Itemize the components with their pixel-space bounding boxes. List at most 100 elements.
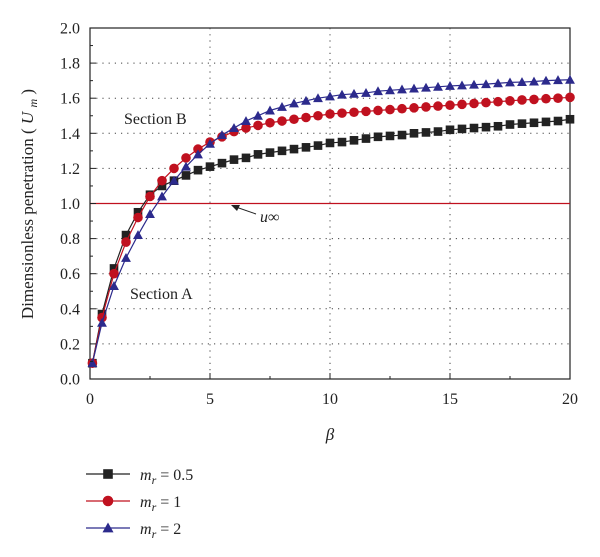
series-0-point-18 [301, 143, 311, 152]
series-0-point-27 [409, 129, 419, 138]
y-tick-label-8: 1.6 [60, 91, 80, 108]
series-0-point-24 [373, 132, 383, 142]
series-1-point-30 [445, 100, 455, 111]
series-1-point-25 [385, 104, 395, 115]
axis-ticks [89, 27, 571, 380]
series-1-point-39 [553, 93, 563, 103]
series-2-point-27 [409, 83, 419, 93]
series-0-point-36 [517, 119, 527, 128]
series-0-point-28 [421, 128, 431, 137]
series-2-point-0 [87, 358, 98, 368]
series-1-point-17 [289, 114, 299, 125]
legend-label-1: mr = 1 [140, 494, 181, 514]
series-2-point-24 [373, 86, 383, 96]
y-axis-title-symbol-sub: m [26, 99, 40, 108]
x-tick-label-3: 15 [442, 391, 458, 408]
legend-label-val-1: = 1 [156, 494, 181, 511]
series-1-point-37 [529, 94, 539, 105]
series-0-point-12 [229, 155, 239, 164]
series-2-point-21 [337, 89, 347, 99]
series-0-point-3 [121, 230, 131, 240]
series-1-point-28 [421, 102, 431, 112]
y-axis-title-text: Dimensionless penetration [18, 138, 37, 319]
series-2-point-8 [181, 161, 191, 171]
y-axis-title-paren-open: ( [18, 128, 37, 134]
series-2-point-23 [361, 87, 371, 97]
series-0-point-19 [313, 141, 323, 150]
series-2-point-37 [529, 76, 539, 86]
series-0-point-33 [481, 122, 491, 132]
series-2-point-6 [157, 191, 167, 201]
series-2-point-14 [253, 110, 263, 120]
series-1-point-20 [325, 109, 335, 119]
series-1-point-22 [349, 107, 359, 118]
series-2-point-4 [133, 230, 143, 240]
legend-label-var-2: m [140, 521, 152, 538]
annotation-u-infinity: u∞ [260, 209, 279, 226]
series-1-point-35 [505, 96, 515, 106]
series-2-point-36 [517, 77, 527, 87]
series-1-point-5 [145, 191, 155, 202]
series-2 [87, 74, 575, 368]
tick-labels: 0 5 10 15 20 0.0 0.2 0.4 0.6 0.8 1.0 1.2 1.4 1.6 1.8 2.… [60, 21, 578, 409]
series-1-point-6 [157, 175, 167, 186]
series-0-point-10 [205, 162, 215, 171]
series-1-point-40 [565, 92, 575, 103]
series-0-point-39 [553, 116, 563, 126]
series-2-point-10 [205, 138, 215, 148]
series-0-point-30 [445, 125, 455, 135]
series-0-point-37 [529, 118, 539, 128]
series-0-point-38 [541, 117, 551, 127]
series-0-point-35 [505, 120, 515, 129]
series-2-point-18 [301, 95, 311, 105]
series-0 [88, 114, 575, 368]
series-0-point-8 [181, 171, 191, 180]
series-2-point-22 [349, 88, 359, 98]
series-2-point-20 [325, 91, 335, 101]
series-1-point-34 [493, 96, 503, 107]
series-0-point-11 [217, 158, 227, 168]
legend-label-sub-2: r [152, 527, 157, 541]
series-2-point-31 [457, 80, 467, 90]
series-0-point-16 [277, 146, 287, 156]
legend-label-var-1: m [140, 494, 152, 511]
series-0-point-34 [493, 121, 503, 131]
series-2-point-5 [145, 209, 155, 218]
y-axis-title: Dimensionless penetration ( U m ) [18, 89, 41, 319]
series-0-point-40 [565, 114, 575, 124]
y-tick-label-0: 0.0 [60, 372, 80, 389]
series-1-point-36 [517, 95, 527, 105]
series-2-point-25 [385, 85, 395, 95]
series-1-point-15 [265, 117, 275, 128]
series-1-point-26 [397, 103, 407, 114]
y-tick-label-2: 0.4 [60, 301, 80, 318]
series-1-point-2 [109, 268, 119, 279]
series-2-point-15 [265, 105, 275, 115]
series-0-point-15 [265, 148, 275, 157]
series-1-point-16 [277, 116, 287, 126]
series-2-point-2 [109, 281, 119, 290]
series-0-point-14 [253, 150, 263, 159]
series-2-point-26 [397, 84, 407, 94]
x-tick-label-2: 10 [322, 391, 338, 408]
series-2-point-19 [313, 93, 323, 103]
series-0-point-23 [361, 134, 371, 143]
series-2-point-3 [121, 252, 131, 262]
series-2-point-38 [541, 75, 551, 85]
x-tick-label-0: 0 [86, 391, 94, 408]
series-2-point-13 [241, 116, 251, 125]
series-1-point-7 [169, 163, 179, 174]
series-0-point-9 [193, 165, 203, 175]
series-2-point-9 [193, 149, 203, 159]
series-1-point-23 [361, 106, 371, 117]
series-0-point-6 [157, 181, 167, 191]
legend-label-val-2: = 2 [156, 521, 181, 538]
series-1-point-29 [433, 101, 443, 111]
series-2-point-28 [421, 82, 431, 92]
series-1-point-19 [313, 110, 323, 121]
series-2-point-40 [565, 74, 575, 84]
series-0-point-2 [109, 264, 119, 273]
series-1-point-38 [541, 93, 551, 104]
series-2-point-29 [433, 81, 443, 91]
